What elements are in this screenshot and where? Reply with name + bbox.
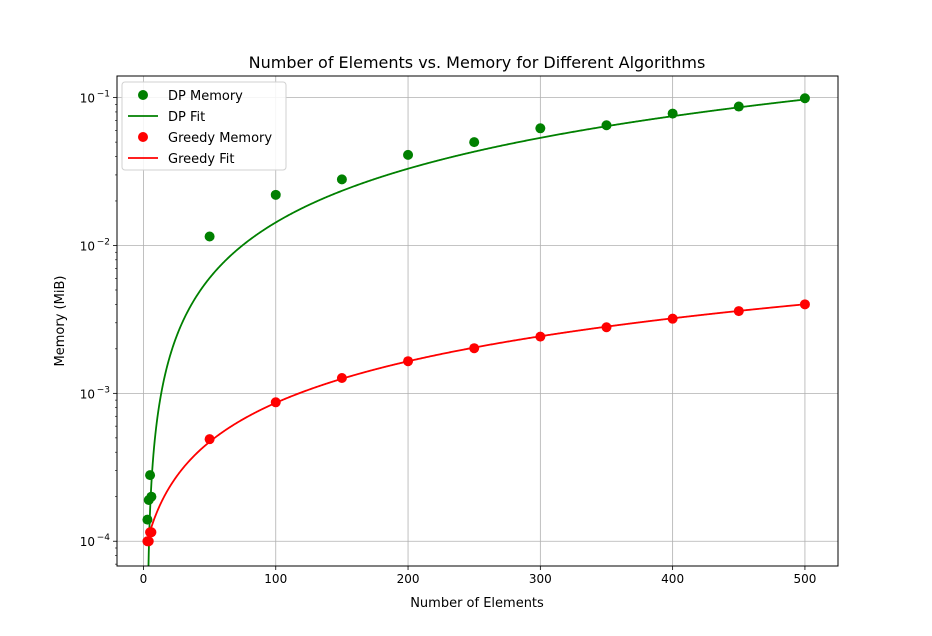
data-point-dp-memory — [204, 231, 215, 242]
y-tick-label: 10 — [80, 535, 95, 549]
x-tick-label: 400 — [661, 572, 684, 586]
y-axis-label: Memory (MiB) — [53, 276, 68, 367]
y-tick-label: 10 — [80, 387, 95, 401]
y-tick-label-exponent: −2 — [97, 237, 110, 247]
legend-box — [121, 81, 287, 171]
legend-label-dp-memory: DP Memory — [168, 89, 243, 104]
y-tick-label-exponent: −3 — [97, 385, 110, 395]
data-point-greedy-memory — [336, 373, 347, 384]
x-axis-label: Number of Elements — [410, 596, 544, 611]
data-point-greedy-memory — [146, 527, 157, 538]
data-point-dp-memory — [146, 491, 157, 502]
legend-label-greedy-fit: Greedy Fit — [168, 152, 234, 167]
x-tick-label: 300 — [529, 572, 552, 586]
data-point-greedy-memory — [143, 536, 154, 547]
x-tick-label: 0 — [140, 572, 148, 586]
x-tick-label: 100 — [264, 572, 287, 586]
legend-label-greedy-memory: Greedy Memory — [168, 131, 272, 146]
x-tick-label: 200 — [397, 572, 420, 586]
data-point-dp-memory — [142, 514, 153, 525]
legend-label-dp-fit: DP Fit — [168, 110, 205, 125]
data-point-dp-memory — [270, 189, 281, 200]
data-point-dp-memory — [601, 120, 612, 131]
data-point-greedy-memory — [799, 299, 810, 310]
series — [142, 93, 810, 566]
data-point-greedy-memory — [733, 306, 744, 317]
legend-marker-dp-memory — [138, 90, 148, 100]
series-line-dp-fit — [147, 98, 806, 566]
legend-marker-greedy-memory — [138, 132, 148, 142]
data-point-dp-memory — [733, 101, 744, 112]
data-point-greedy-memory — [403, 356, 414, 367]
plot-area-frame — [116, 75, 839, 567]
data-point-dp-memory — [336, 174, 347, 185]
data-point-greedy-memory — [535, 331, 546, 342]
data-point-dp-memory — [145, 470, 156, 481]
data-point-dp-memory — [799, 93, 810, 104]
x-tick-label: 500 — [793, 572, 816, 586]
y-tick-label: 10 — [80, 239, 95, 253]
data-point-greedy-memory — [270, 397, 281, 408]
legend: DP Memory DP Fit Greedy Memory Greedy Fit — [121, 81, 287, 171]
data-point-dp-memory — [469, 137, 480, 148]
y-tick-label-exponent: −4 — [97, 533, 111, 543]
y-tick-label-exponent: −1 — [97, 90, 110, 100]
data-point-greedy-memory — [469, 343, 480, 354]
data-point-greedy-memory — [204, 434, 215, 445]
y-tick-label: 10 — [80, 92, 95, 106]
data-point-dp-memory — [403, 149, 414, 160]
data-point-greedy-memory — [601, 322, 612, 333]
data-point-greedy-memory — [667, 313, 678, 324]
chart-title: Number of Elements vs. Memory for Differ… — [249, 53, 706, 72]
data-point-dp-memory — [667, 108, 678, 119]
data-point-dp-memory — [535, 123, 546, 134]
